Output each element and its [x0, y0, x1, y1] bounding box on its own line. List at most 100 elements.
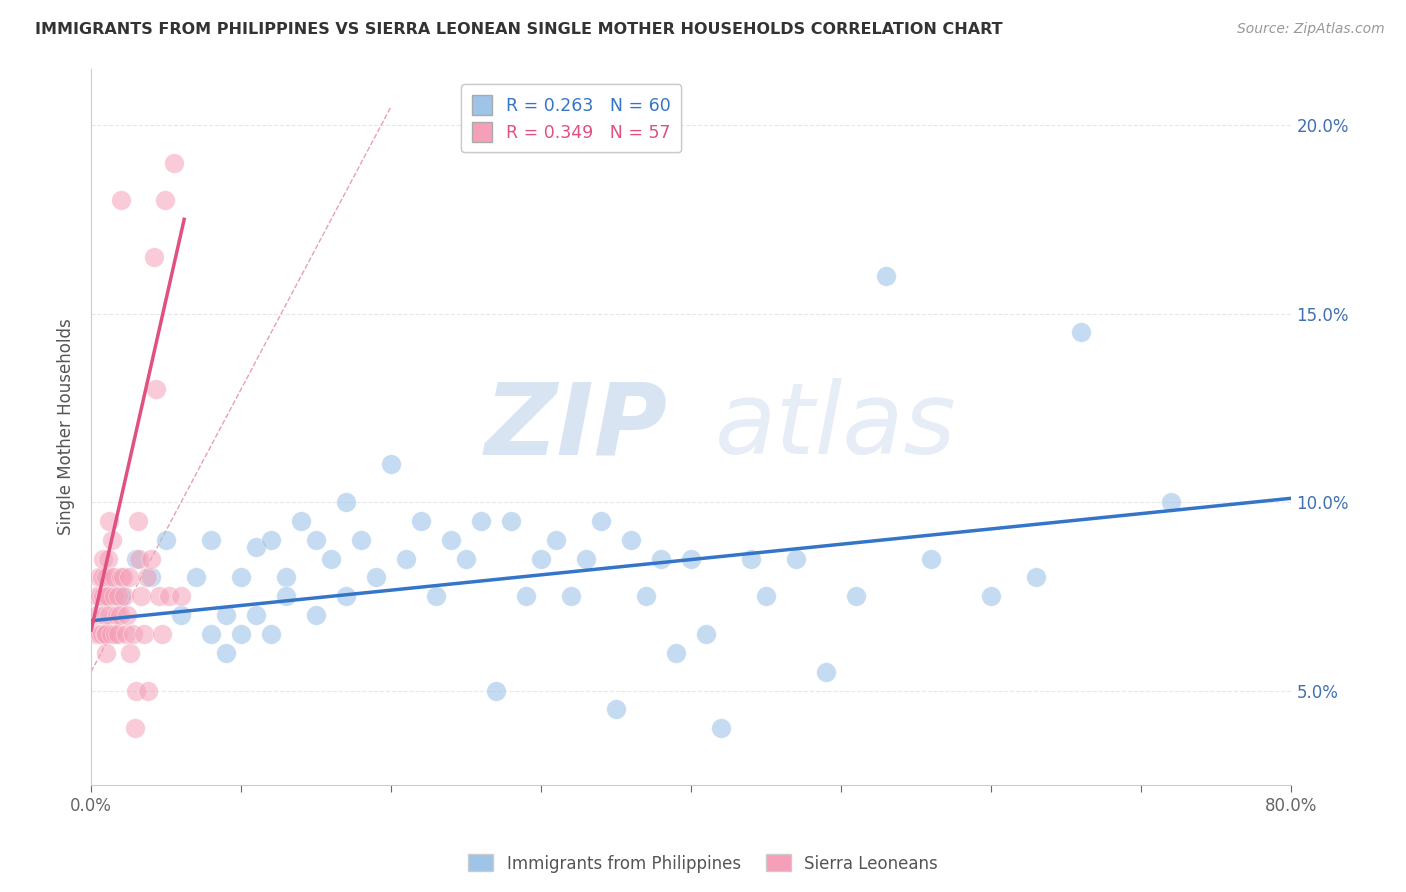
Point — [89, 589, 111, 603]
Point — [100, 627, 122, 641]
Point — [125, 683, 148, 698]
Text: Source: ZipAtlas.com: Source: ZipAtlas.com — [1237, 22, 1385, 37]
Point — [103, 589, 125, 603]
Point — [127, 514, 149, 528]
Point — [650, 551, 672, 566]
Y-axis label: Single Mother Households: Single Mother Households — [58, 318, 75, 535]
Point — [145, 382, 167, 396]
Point — [755, 589, 778, 603]
Point — [107, 627, 129, 641]
Point — [135, 570, 157, 584]
Point — [86, 608, 108, 623]
Point — [560, 589, 582, 603]
Point — [132, 627, 155, 641]
Point — [101, 533, 124, 547]
Point — [110, 194, 132, 208]
Point — [681, 551, 703, 566]
Point — [215, 608, 238, 623]
Point — [96, 627, 118, 641]
Point — [1070, 326, 1092, 340]
Point — [153, 194, 176, 208]
Point — [112, 589, 135, 603]
Point — [395, 551, 418, 566]
Point — [200, 627, 222, 641]
Point — [245, 541, 267, 555]
Point — [98, 608, 121, 623]
Point — [136, 683, 159, 698]
Point — [1025, 570, 1047, 584]
Text: ZIP: ZIP — [484, 378, 668, 475]
Point — [87, 570, 110, 584]
Point — [129, 589, 152, 603]
Point — [89, 627, 111, 641]
Point — [96, 570, 118, 584]
Point — [335, 495, 357, 509]
Point — [98, 514, 121, 528]
Point — [425, 589, 447, 603]
Point — [321, 551, 343, 566]
Point — [91, 551, 114, 566]
Point — [110, 589, 132, 603]
Point — [290, 514, 312, 528]
Point — [93, 627, 115, 641]
Point — [128, 551, 150, 566]
Point — [845, 589, 868, 603]
Point — [620, 533, 643, 547]
Point — [1160, 495, 1182, 509]
Point — [97, 551, 120, 566]
Point — [91, 589, 114, 603]
Point — [350, 533, 373, 547]
Point — [530, 551, 553, 566]
Point — [100, 570, 122, 584]
Point — [200, 533, 222, 547]
Point — [980, 589, 1002, 603]
Legend: R = 0.263   N = 60, R = 0.349   N = 57: R = 0.263 N = 60, R = 0.349 N = 57 — [461, 85, 682, 153]
Point — [87, 627, 110, 641]
Point — [245, 608, 267, 623]
Point — [118, 570, 141, 584]
Point — [115, 608, 138, 623]
Point — [276, 589, 298, 603]
Point — [710, 721, 733, 735]
Point — [231, 627, 253, 641]
Point — [148, 589, 170, 603]
Point — [815, 665, 838, 679]
Point — [108, 608, 131, 623]
Point — [231, 570, 253, 584]
Point — [125, 551, 148, 566]
Point — [105, 608, 128, 623]
Point — [501, 514, 523, 528]
Point — [150, 627, 173, 641]
Point — [591, 514, 613, 528]
Point — [96, 589, 118, 603]
Point — [84, 627, 107, 641]
Point — [785, 551, 807, 566]
Point — [665, 646, 688, 660]
Point — [93, 608, 115, 623]
Point — [163, 155, 186, 169]
Point — [575, 551, 598, 566]
Point — [120, 646, 142, 660]
Point — [335, 589, 357, 603]
Point — [605, 702, 627, 716]
Point — [107, 589, 129, 603]
Point — [141, 551, 163, 566]
Point — [186, 570, 208, 584]
Point — [305, 608, 328, 623]
Point — [380, 458, 402, 472]
Point — [260, 627, 283, 641]
Point — [97, 589, 120, 603]
Point — [470, 514, 492, 528]
Point — [440, 533, 463, 547]
Legend: Immigrants from Philippines, Sierra Leoneans: Immigrants from Philippines, Sierra Leon… — [461, 847, 945, 880]
Point — [170, 608, 193, 623]
Text: atlas: atlas — [716, 378, 957, 475]
Point — [157, 589, 180, 603]
Point — [155, 533, 177, 547]
Point — [305, 533, 328, 547]
Text: IMMIGRANTS FROM PHILIPPINES VS SIERRA LEONEAN SINGLE MOTHER HOUSEHOLDS CORRELATI: IMMIGRANTS FROM PHILIPPINES VS SIERRA LE… — [35, 22, 1002, 37]
Point — [86, 589, 108, 603]
Point — [170, 589, 193, 603]
Point — [411, 514, 433, 528]
Point — [122, 627, 145, 641]
